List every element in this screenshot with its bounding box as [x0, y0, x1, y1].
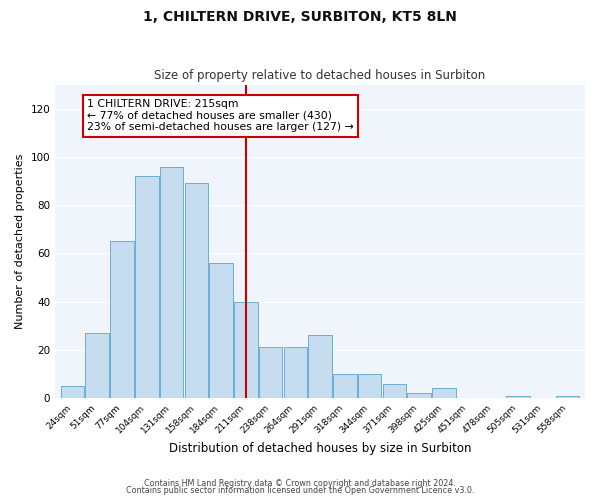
Bar	[110, 242, 134, 398]
Bar	[61, 386, 84, 398]
Bar	[432, 388, 455, 398]
Bar	[234, 302, 257, 398]
Bar	[506, 396, 530, 398]
Bar	[259, 348, 283, 398]
Bar	[556, 396, 580, 398]
Bar	[85, 333, 109, 398]
Bar	[333, 374, 356, 398]
Title: Size of property relative to detached houses in Surbiton: Size of property relative to detached ho…	[154, 69, 486, 82]
Text: Contains public sector information licensed under the Open Government Licence v3: Contains public sector information licen…	[126, 486, 474, 495]
Text: 1, CHILTERN DRIVE, SURBITON, KT5 8LN: 1, CHILTERN DRIVE, SURBITON, KT5 8LN	[143, 10, 457, 24]
Bar	[209, 263, 233, 398]
Bar	[160, 166, 183, 398]
Bar	[284, 348, 307, 398]
X-axis label: Distribution of detached houses by size in Surbiton: Distribution of detached houses by size …	[169, 442, 472, 455]
Bar	[308, 336, 332, 398]
Bar	[407, 394, 431, 398]
Bar	[358, 374, 382, 398]
Text: Contains HM Land Registry data © Crown copyright and database right 2024.: Contains HM Land Registry data © Crown c…	[144, 478, 456, 488]
Text: 1 CHILTERN DRIVE: 215sqm
← 77% of detached houses are smaller (430)
23% of semi-: 1 CHILTERN DRIVE: 215sqm ← 77% of detach…	[88, 99, 354, 132]
Bar	[185, 184, 208, 398]
Y-axis label: Number of detached properties: Number of detached properties	[15, 154, 25, 329]
Bar	[135, 176, 158, 398]
Bar	[383, 384, 406, 398]
